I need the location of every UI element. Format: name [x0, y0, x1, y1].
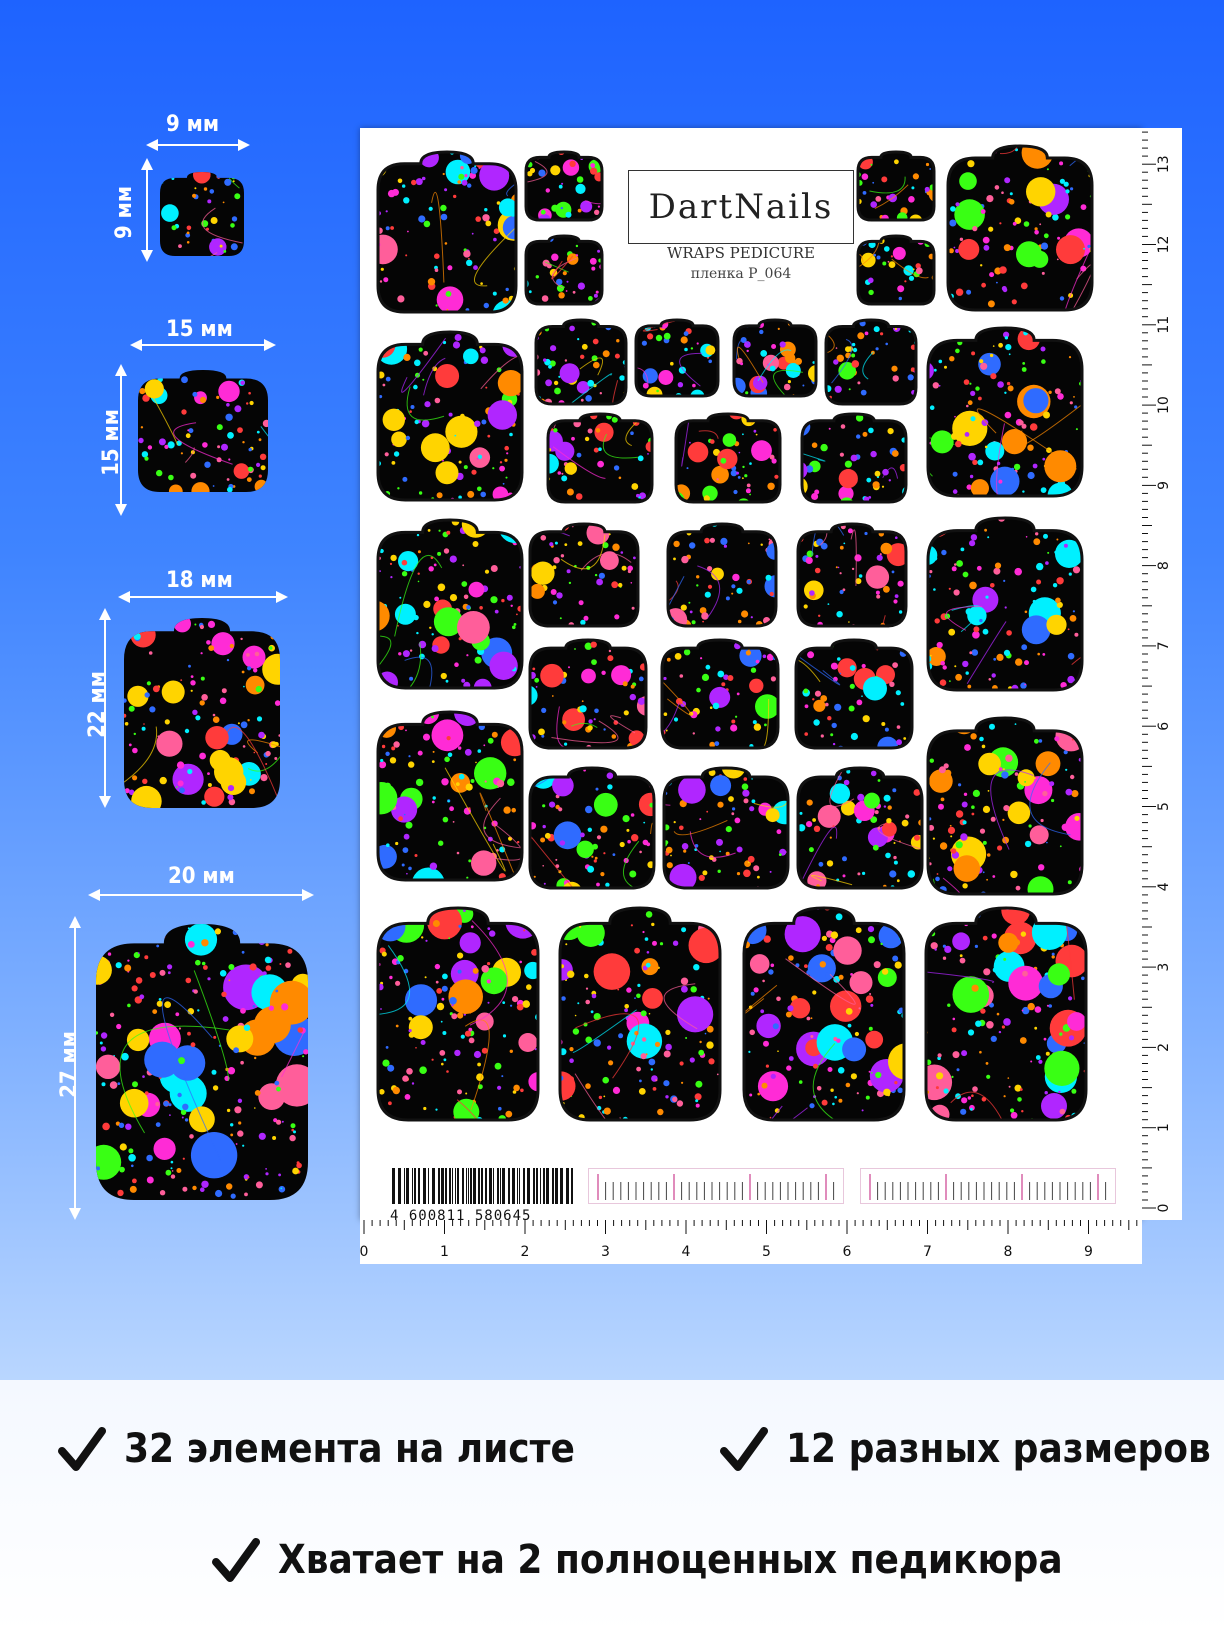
sticker-element [532, 316, 630, 412]
sticker-element [924, 714, 1086, 902]
dimension-width-label: 20 мм [168, 864, 235, 889]
sticker-element [632, 316, 722, 404]
sticker-element [522, 148, 606, 228]
ruler-label: 2 [521, 1244, 530, 1260]
ruler-label: 6 [843, 1244, 852, 1260]
scale-strip [588, 1168, 844, 1204]
sticker-element [822, 316, 920, 412]
ruler-label: 12 [1156, 236, 1172, 254]
sticker-element [854, 148, 938, 228]
feature-text: Хватает на 2 полноценных педикюра [278, 1537, 1063, 1583]
product-name: WRAPS PEDICURE [628, 244, 854, 262]
dimension-arrow [146, 139, 250, 151]
ruler-label: 2 [1156, 1043, 1172, 1052]
ruler-label: 5 [1156, 802, 1172, 811]
sticker-element [740, 904, 908, 1128]
sticker-sample-18x22mm [124, 618, 280, 808]
horizontal-ruler: 0 1 2 3 4 5 6 7 8 9 [360, 1220, 1142, 1264]
sticker-element [794, 764, 926, 896]
features-background [0, 1380, 1224, 1633]
ruler-label: 5 [762, 1244, 771, 1260]
sticker-element [556, 904, 724, 1128]
ruler-label: 10 [1156, 396, 1172, 414]
sticker-element [544, 410, 656, 510]
sticker-element [374, 148, 520, 320]
dimension-arrow [69, 916, 81, 1220]
ruler-label: 9 [1156, 481, 1172, 490]
feature-item: 32 элемента на листе [58, 1425, 575, 1473]
sticker-element [374, 904, 542, 1128]
barcode-icon [392, 1168, 573, 1204]
sticker-element [924, 324, 1086, 504]
sticker-element [924, 514, 1086, 698]
ruler-label: 3 [1156, 963, 1172, 972]
sticker-element [374, 516, 526, 696]
sticker-element [660, 764, 792, 896]
ruler-label: 7 [923, 1244, 932, 1260]
ruler-label: 4 [1156, 882, 1172, 891]
sticker-element [672, 410, 784, 510]
ruler-label: 8 [1156, 561, 1172, 570]
article-number: пленка P_064 [690, 266, 792, 282]
dimension-width-label: 18 мм [166, 568, 233, 593]
ruler-label: 8 [1004, 1244, 1013, 1260]
feature-item: 12 разных размеров [720, 1425, 1211, 1473]
check-icon [212, 1538, 260, 1582]
sticker-sample-15mm [138, 370, 268, 492]
sticker-element [922, 904, 1090, 1128]
sticker-element [522, 232, 606, 312]
sticker-element [526, 764, 658, 896]
sticker-element [854, 232, 938, 312]
sticker-element [944, 142, 1096, 318]
brand-name: DartNails [648, 187, 834, 227]
ruler-label: 3 [601, 1244, 610, 1260]
dimension-arrow [99, 608, 111, 808]
ruler-label: 11 [1156, 316, 1172, 334]
feature-item: Хватает на 2 полноценных педикюра [212, 1536, 1063, 1584]
ruler-label: 9 [1084, 1244, 1093, 1260]
sticker-element [374, 328, 526, 508]
scale-strip [860, 1168, 1116, 1204]
sticker-element [664, 520, 780, 634]
ruler-label: 0 [1156, 1204, 1172, 1213]
ruler-label: 1 [1156, 1123, 1172, 1132]
ruler-label: 1 [440, 1244, 449, 1260]
ruler-label: 0 [360, 1244, 368, 1260]
sticker-sample-20x27mm [96, 924, 308, 1200]
ruler-label: 13 [1156, 155, 1172, 173]
sticker-element [798, 410, 910, 510]
ruler-label: 6 [1156, 722, 1172, 731]
sticker-element [526, 636, 650, 756]
brand-logo: DartNails [628, 170, 854, 244]
sticker-element [526, 520, 642, 634]
dimension-arrow [141, 158, 153, 262]
check-icon [720, 1427, 768, 1471]
sticker-element [374, 708, 526, 888]
dimension-height-label: 22 мм [84, 671, 110, 738]
ruler-label: 7 [1156, 641, 1172, 650]
dimension-arrow [130, 339, 276, 351]
sticker-element [794, 520, 910, 634]
sticker-element [658, 636, 782, 756]
check-icon [58, 1427, 106, 1471]
sticker-element [792, 636, 916, 756]
dimension-arrow [118, 591, 288, 603]
feature-text: 32 элемента на листе [124, 1426, 575, 1472]
feature-text: 12 разных размеров [786, 1426, 1211, 1472]
dimension-height-label: 27 мм [56, 1031, 82, 1098]
sticker-sample-9mm [160, 172, 244, 256]
dimension-width-label: 9 мм [166, 112, 220, 137]
dimension-arrow [88, 889, 314, 901]
dimension-arrow [115, 364, 127, 516]
sticker-sheet: DartNails WRAPS PEDICURE пленка P_064 4 … [360, 128, 1142, 1224]
dimension-height-label: 9 мм [112, 185, 138, 240]
dimension-width-label: 15 мм [166, 317, 233, 342]
ruler-label: 4 [682, 1244, 691, 1260]
sticker-element [730, 316, 820, 404]
